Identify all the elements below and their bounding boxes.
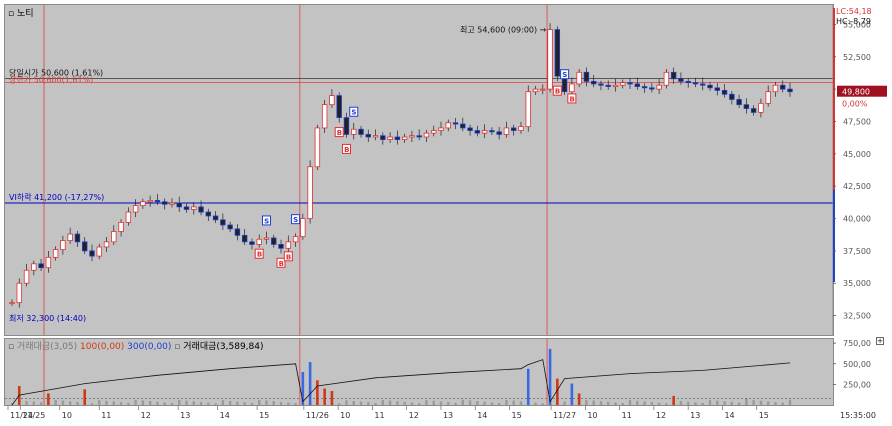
y-tick-label: 42,500 xyxy=(843,182,871,191)
y-tick-label: 52,500 xyxy=(843,53,871,62)
y-tick-label: 35,000 xyxy=(843,279,871,288)
panel-menu-icon[interactable]: ▫ xyxy=(8,342,15,352)
x-tick-label: 15 xyxy=(512,411,522,420)
x-tick-label: 11 xyxy=(622,411,632,420)
y-tick-label: 50,000 xyxy=(843,85,871,94)
x-tick-label: 10 xyxy=(62,411,72,420)
close-icon[interactable]: + xyxy=(876,337,884,345)
x-tick-label: 14 xyxy=(477,411,487,420)
panel-menu-icon[interactable]: ▫ xyxy=(8,9,15,19)
volume-tick-label: 250,00 xyxy=(843,380,871,389)
x-tick-label: 12 xyxy=(141,411,151,420)
x-tick-label: 10 xyxy=(340,411,350,420)
x-tick-label: 14 xyxy=(724,411,734,420)
x-tick-label: 13 xyxy=(443,411,453,420)
x-tick-label: 12 xyxy=(409,411,419,420)
x-tick-label: 12 xyxy=(656,411,666,420)
x-tick-label: 14 xyxy=(220,411,230,420)
x-tick-label: 10 xyxy=(587,411,597,420)
x-tick-label: 11/25 xyxy=(22,411,45,420)
x-tick-label: 11 xyxy=(374,411,384,420)
y-tick-label: 55,000 xyxy=(843,20,871,29)
y-tick-label: 45,000 xyxy=(843,150,871,159)
x-tick-label: 13 xyxy=(690,411,700,420)
panel-menu-icon[interactable]: ▫ xyxy=(174,342,181,352)
current-change: 0,00% xyxy=(842,100,868,109)
x-tick-label: 11 xyxy=(101,411,111,420)
time-label: 15:35:00 xyxy=(840,411,876,420)
legend-item-2: 100(0,00) xyxy=(80,342,125,352)
x-tick-label: 11/27 xyxy=(553,411,576,420)
y-tick-label: 47,500 xyxy=(843,117,871,126)
legend-item-1: 거래대금(3,05) xyxy=(16,342,78,352)
legend-item-4: 거래대금(3,589,84) xyxy=(183,342,264,352)
volume-tick-label: 500,00 xyxy=(843,360,871,369)
x-tick-label: 15 xyxy=(259,411,269,420)
x-tick-label: 13 xyxy=(180,411,190,420)
legend-item-3: 300(0,00) xyxy=(127,342,172,352)
volume-tick-label: 750,00 xyxy=(843,339,871,348)
price-panel[interactable] xyxy=(4,4,834,336)
y-tick-label: 32,500 xyxy=(843,312,871,321)
current-price-box xyxy=(837,85,887,97)
y-tick-label: 40,000 xyxy=(843,215,871,224)
y-tick-label: 37,500 xyxy=(843,247,871,256)
price-panel-title: 노티 xyxy=(16,9,34,19)
hc-label: HC:-8,79 xyxy=(836,17,871,26)
x-tick-label: 11/24 xyxy=(10,411,33,420)
volume-legend: ▫ 거래대금(3,05) 100(0,00) 300(0,00) ▫ 거래대금(… xyxy=(8,339,264,352)
price-panel-title-row: ▫ 노티 xyxy=(8,6,34,19)
lc-label: LC:54,18 xyxy=(836,7,872,16)
x-tick-label: 15 xyxy=(759,411,769,420)
current-price: 49,800 xyxy=(842,88,870,97)
x-tick-label: 11/26 xyxy=(306,411,329,420)
